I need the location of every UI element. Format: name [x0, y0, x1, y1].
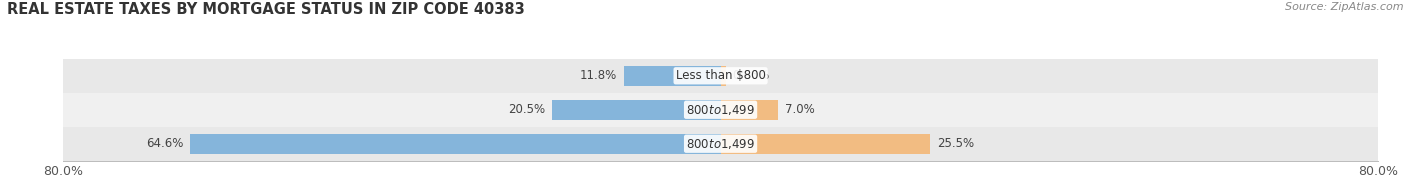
Text: 64.6%: 64.6% [146, 137, 183, 150]
Text: 25.5%: 25.5% [936, 137, 974, 150]
Bar [721, 100, 778, 120]
Bar [553, 100, 721, 120]
Text: 11.8%: 11.8% [579, 69, 617, 82]
Text: Source: ZipAtlas.com: Source: ZipAtlas.com [1285, 2, 1403, 12]
Text: $800 to $1,499: $800 to $1,499 [686, 103, 755, 117]
Bar [721, 134, 931, 154]
Bar [63, 93, 1378, 127]
Bar [63, 127, 1378, 161]
Bar [624, 66, 721, 86]
Text: 7.0%: 7.0% [785, 103, 814, 116]
Bar [190, 134, 721, 154]
Text: Less than $800: Less than $800 [676, 69, 765, 82]
Text: $800 to $1,499: $800 to $1,499 [686, 137, 755, 151]
Text: 0.66%: 0.66% [733, 69, 770, 82]
Bar [63, 59, 1378, 93]
Text: REAL ESTATE TAXES BY MORTGAGE STATUS IN ZIP CODE 40383: REAL ESTATE TAXES BY MORTGAGE STATUS IN … [7, 2, 524, 17]
Bar [721, 66, 725, 86]
Text: 20.5%: 20.5% [509, 103, 546, 116]
